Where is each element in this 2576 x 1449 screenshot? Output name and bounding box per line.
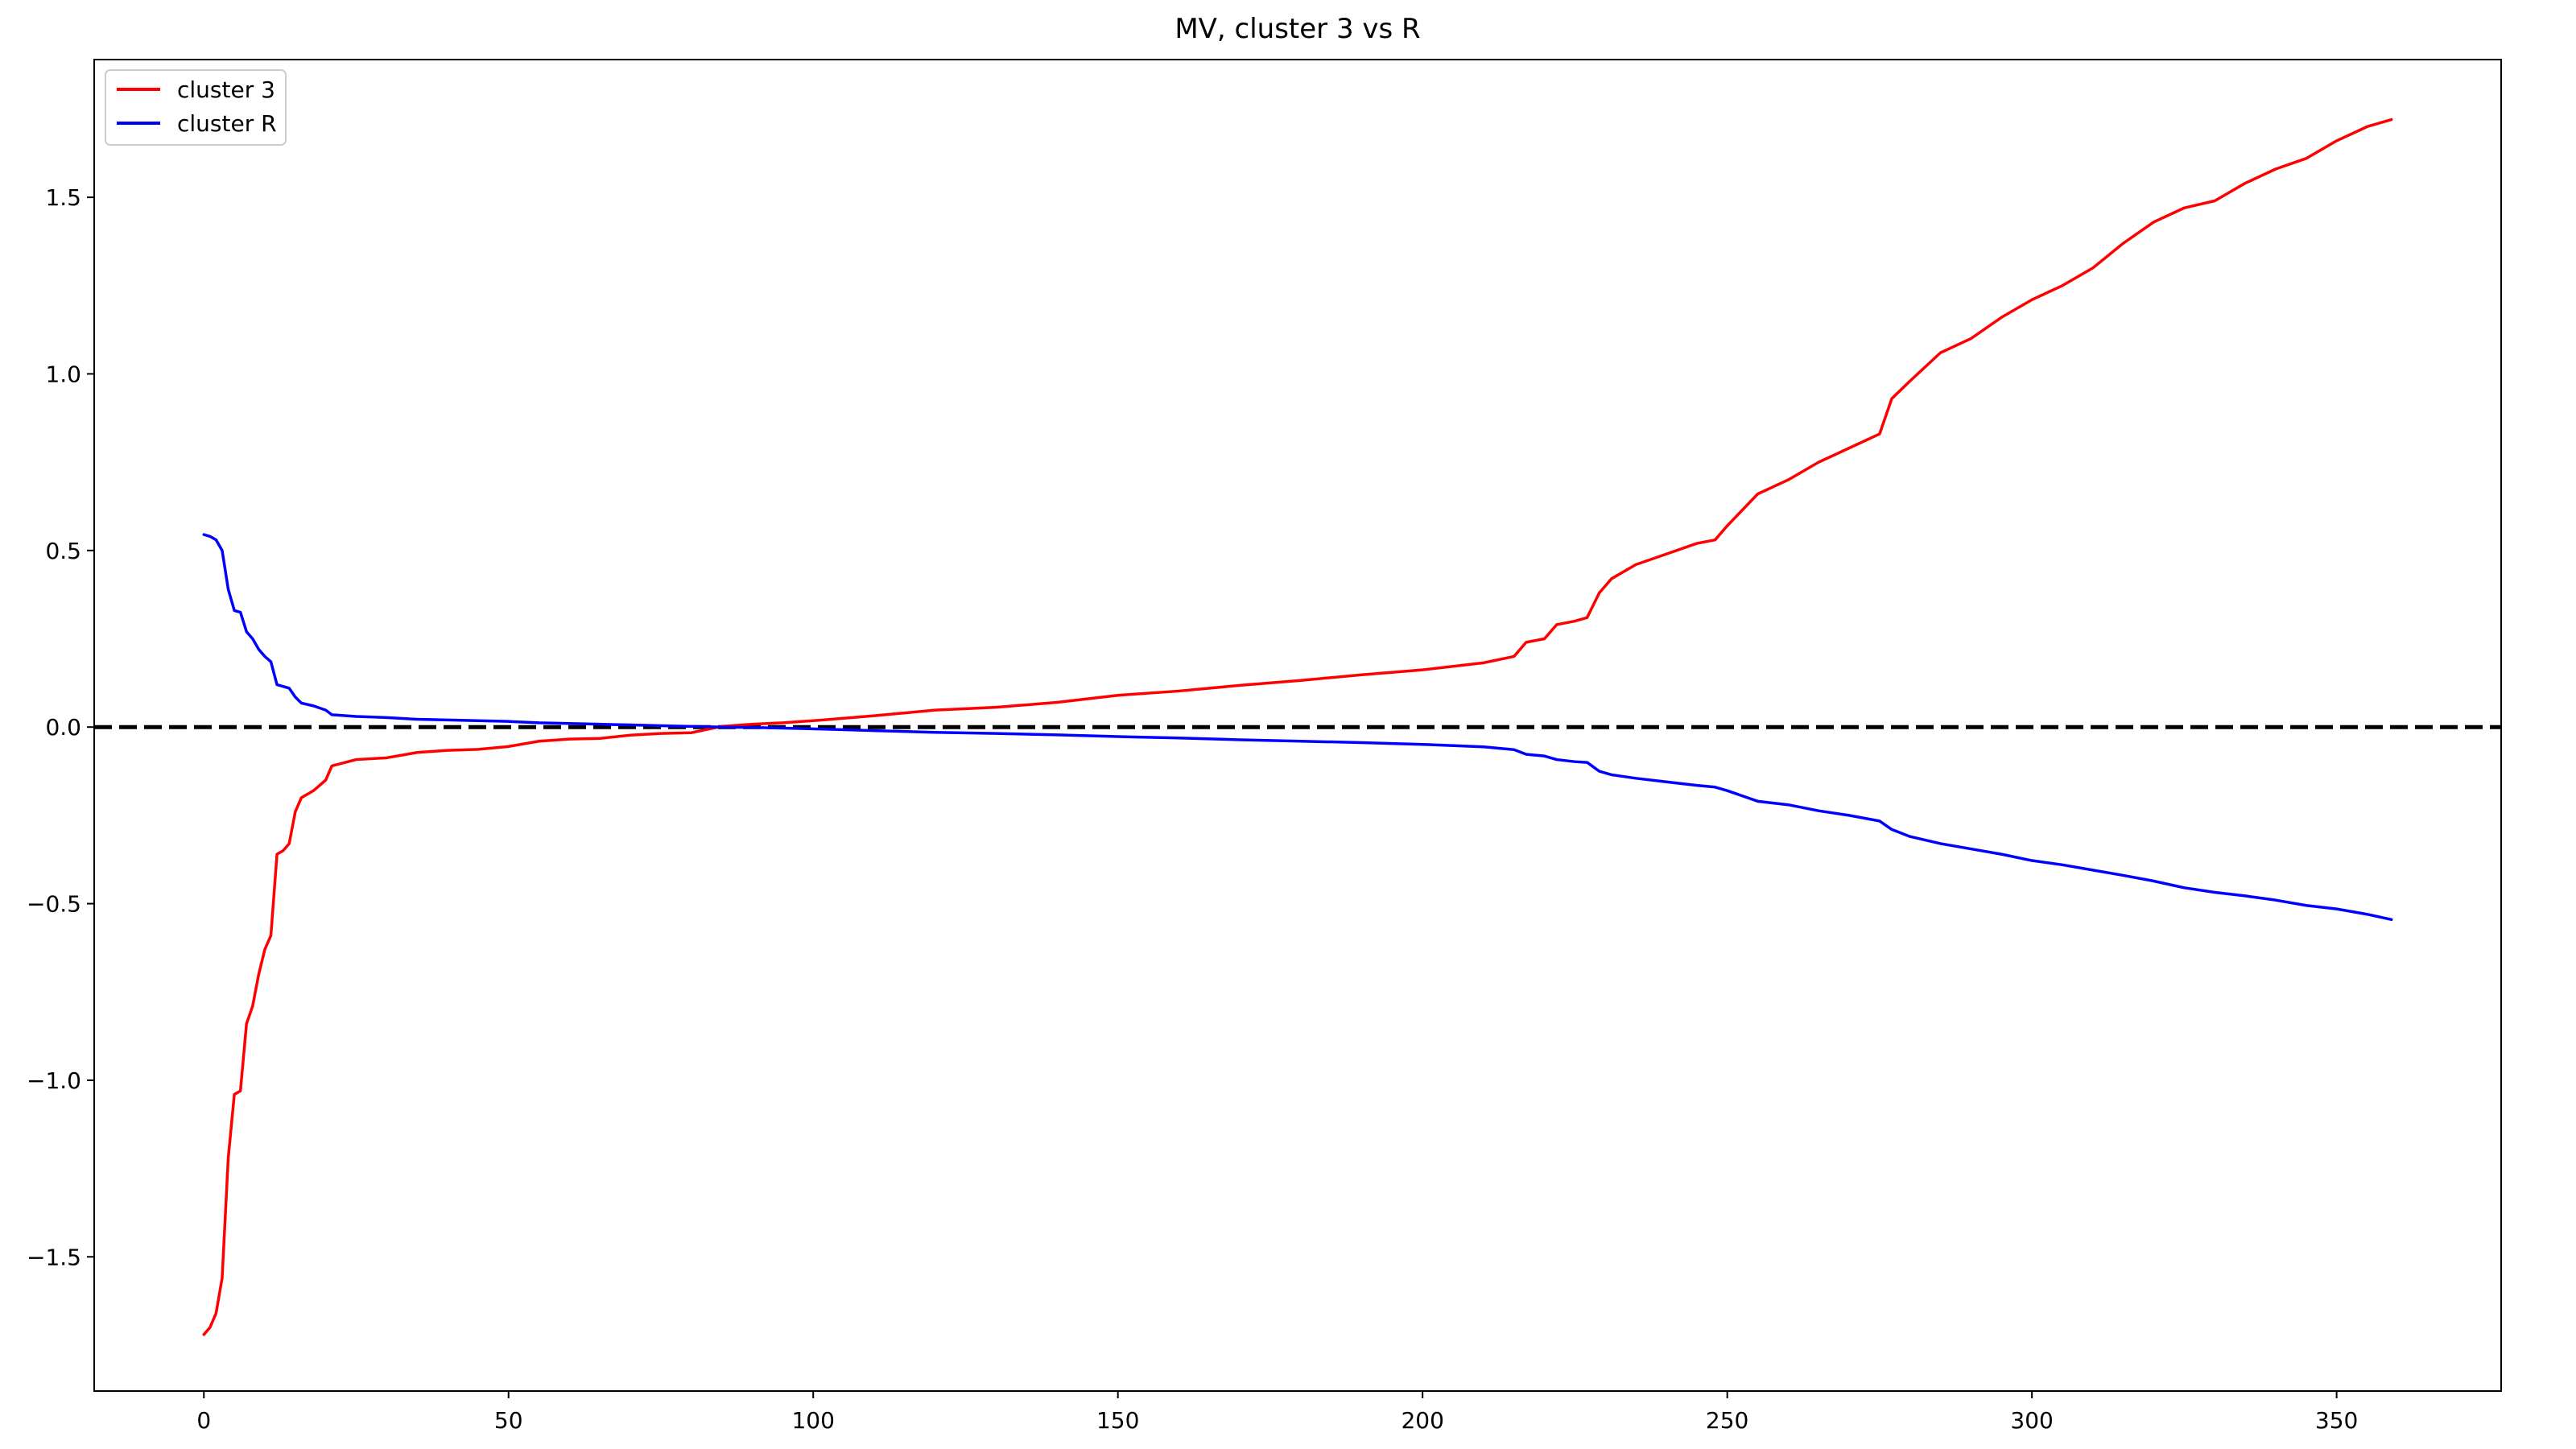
x-tick-label: 50	[494, 1407, 523, 1434]
chart-title: MV, cluster 3 vs R	[1174, 13, 1420, 45]
x-tick-label: 200	[1401, 1407, 1443, 1434]
x-tick-label: 0	[196, 1407, 211, 1434]
y-tick-label: −1.5	[27, 1244, 81, 1270]
y-tick-label: 0.5	[45, 538, 81, 564]
x-tick-label: 350	[2315, 1407, 2358, 1434]
y-tick-label: 1.5	[45, 184, 81, 211]
legend-label-cluster-r: cluster R	[177, 110, 277, 137]
series-line-cluster-r	[202, 533, 2393, 922]
y-tick-label: 0.0	[45, 714, 81, 741]
x-axis-ticks: 0 50 100 150 200 250 300 350	[196, 1391, 2358, 1434]
legend-label-cluster-3: cluster 3	[177, 76, 275, 103]
x-tick-label: 150	[1096, 1407, 1139, 1434]
y-tick-label: −0.5	[27, 891, 81, 918]
y-tick-label: 1.0	[45, 361, 81, 387]
y-tick-label: −1.0	[27, 1067, 81, 1094]
series-line-cluster-3	[202, 118, 2393, 1336]
x-tick-label: 100	[791, 1407, 834, 1434]
y-axis-ticks: −1.5 −1.0 −0.5 0.0 0.5 1.0 1.5	[27, 184, 94, 1270]
x-tick-label: 300	[2010, 1407, 2053, 1434]
plot-frame	[93, 59, 2502, 1392]
legend: cluster 3 cluster R	[105, 69, 287, 146]
x-tick-label: 250	[1706, 1407, 1748, 1434]
